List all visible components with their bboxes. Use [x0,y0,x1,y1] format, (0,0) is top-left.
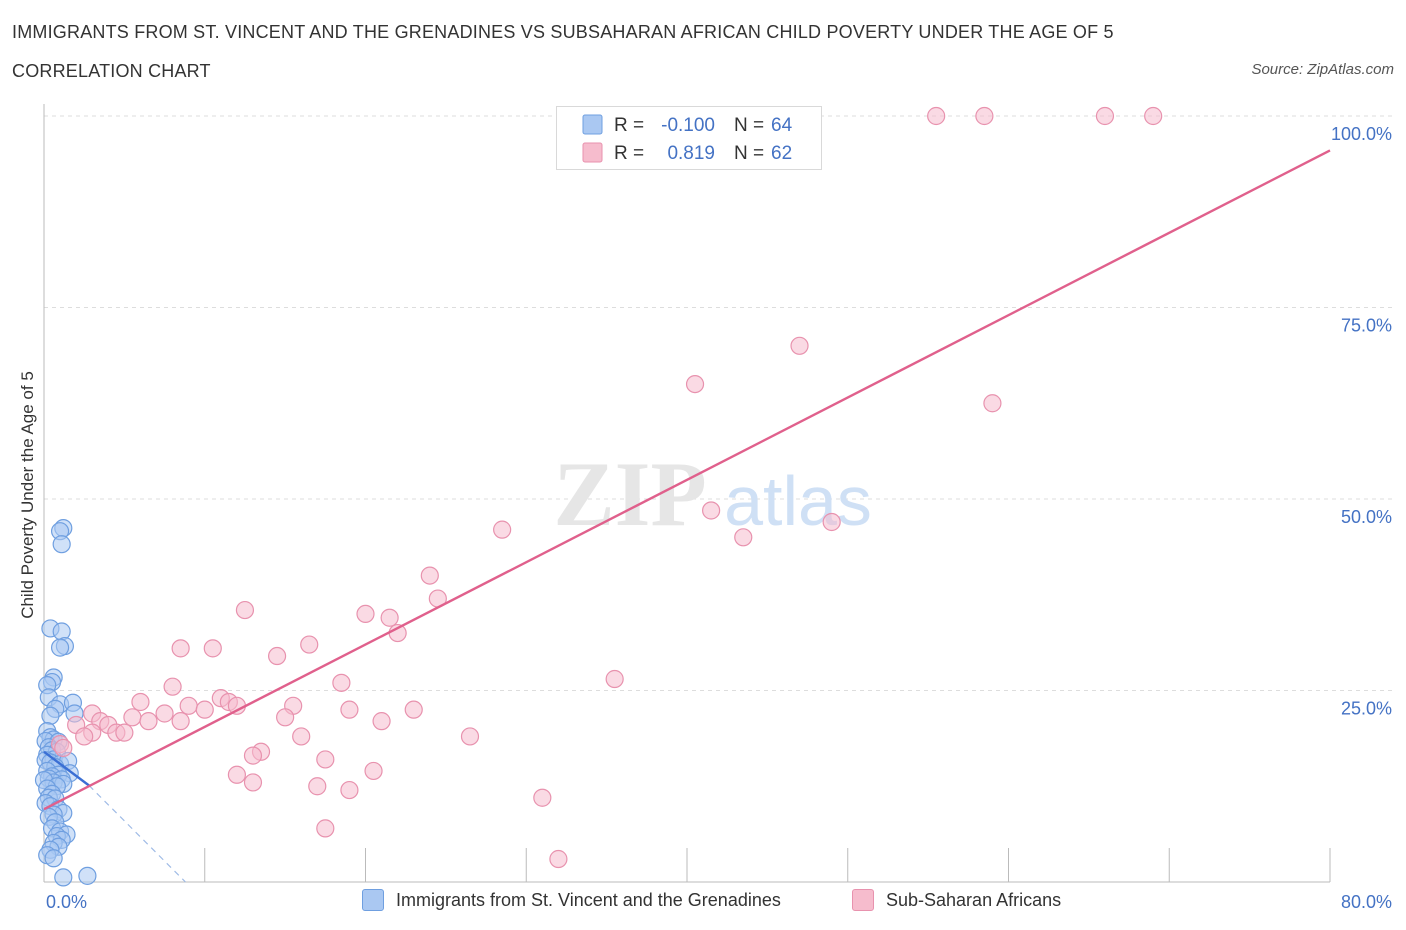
point-subsaharan [235,600,255,620]
trendline-immigrants-extension [88,785,186,883]
trend-layer [43,149,1331,883]
legend-swatch-pink [582,142,603,163]
point-subsaharan [380,608,399,627]
watermark: ZIP atlas [553,443,872,545]
point-subsaharan [975,106,994,126]
chart-source: Source: ZipAtlas.com [1251,61,1394,78]
chart-subtitle: CORRELATION CHART [12,61,211,81]
legend-swatch-blue [582,114,603,135]
x-tick-label-max: 80.0% [1341,892,1392,912]
point-subsaharan [267,646,287,666]
point-subsaharan [790,336,809,355]
point-subsaharan [179,696,198,715]
point-subsaharan [493,520,512,539]
point-subsaharan [54,738,73,758]
legend-n-value-blue: 64 [771,115,793,136]
point-subsaharan [163,677,182,696]
point-subsaharan [308,777,327,796]
legend-item-immigrants: Immigrants from St. Vincent and the Gren… [362,889,781,911]
point-subsaharan [123,708,142,727]
point-subsaharan [340,780,359,800]
point-subsaharan [131,692,150,712]
point-subsaharan [195,700,214,719]
point-subsaharan [822,512,841,532]
point-subsaharan [292,727,311,746]
point-subsaharan [983,394,1002,413]
legend-n-label-blue: N = [734,115,764,136]
point-subsaharan [276,708,295,727]
point-subsaharan [171,712,190,731]
legend-swatch-subsaharan [852,889,874,911]
point-subsaharan [316,750,335,769]
y-tick-label: 25.0% [1341,699,1392,719]
y-axis-label: Child Poverty Under the Age of 5 [18,371,37,619]
trendline-immigrants [43,750,90,787]
point-subsaharan [340,700,359,719]
y-tick-label: 75.0% [1341,316,1392,336]
point-immigrants [41,706,60,725]
y-tick-label: 100.0% [1331,124,1392,144]
point-subsaharan [171,639,190,658]
legend-label-subsaharan: Sub-Saharan Africans [886,889,1062,910]
point-subsaharan [243,773,263,792]
point-subsaharan [460,727,480,746]
point-subsaharan [356,604,375,624]
point-subsaharan [203,639,222,658]
trendline-subsaharan [43,149,1331,811]
watermark-atlas: atlas [724,462,872,540]
legend-r-value-blue: -0.100 [661,115,715,136]
point-subsaharan [227,765,246,784]
legend-n-value-pink: 62 [771,143,792,164]
correlation-legend-svg: R = -0.100 N = 64 R = 0.819 N = 62 [582,114,793,164]
chart-title: IMMIGRANTS FROM ST. VINCENT AND THE GREN… [12,22,1114,42]
point-immigrants [54,868,73,887]
point-subsaharan [734,528,753,547]
point-subsaharan [139,712,158,731]
legend-r-label-pink: R = [614,143,644,164]
point-subsaharan [702,501,721,520]
legend-n-label-pink: N = [734,143,764,164]
point-subsaharan [316,819,335,838]
points-layer [34,106,1163,887]
point-subsaharan [605,669,624,689]
legend-r-label-blue: R = [614,115,644,136]
point-subsaharan [404,700,423,719]
point-subsaharan [927,106,946,126]
point-subsaharan [364,761,383,781]
point-subsaharan [372,712,391,731]
point-subsaharan [300,635,319,654]
point-immigrants [50,638,70,657]
point-subsaharan [420,566,439,585]
legend-item-subsaharan: Sub-Saharan Africans [852,889,1061,911]
point-subsaharan [332,673,351,692]
point-immigrants [52,535,71,554]
point-subsaharan [1095,106,1115,126]
point-subsaharan [155,704,174,723]
legend-r-value-pink: 0.819 [667,143,715,164]
point-subsaharan [227,696,246,715]
point-subsaharan [685,375,705,394]
point-subsaharan [115,723,134,742]
point-immigrants [78,866,97,885]
legend-label-immigrants: Immigrants from St. Vincent and the Gren… [396,889,781,910]
point-subsaharan [533,788,552,807]
point-subsaharan [549,849,568,869]
point-subsaharan [1144,106,1163,126]
x-tick-label-min: 0.0% [46,892,87,912]
point-subsaharan [75,727,94,746]
legend-swatch-immigrants [362,889,384,911]
correlation-legend: R = -0.100 N = 64 R = 0.819 N = 62 [556,106,822,170]
axis-layer: 25.0% 50.0% 75.0% 100.0% 0.0% 80.0% [43,104,1392,912]
point-immigrants [44,849,63,868]
y-tick-label: 50.0% [1341,507,1392,527]
watermark-zip: ZIP [553,443,706,545]
point-subsaharan [243,746,263,765]
